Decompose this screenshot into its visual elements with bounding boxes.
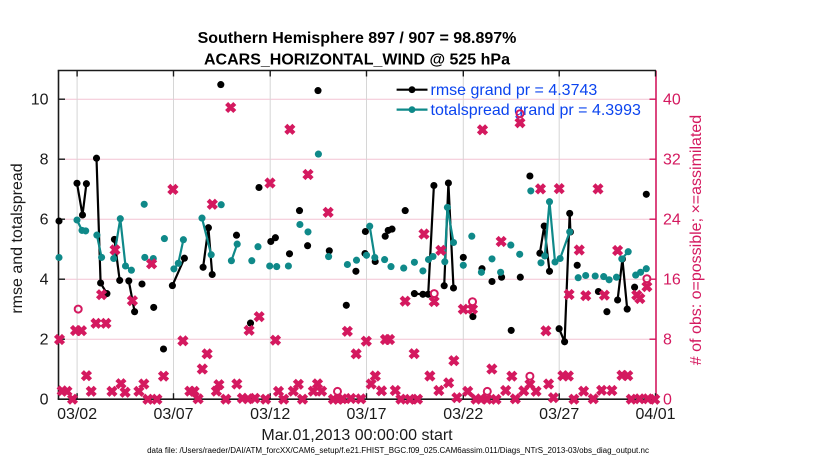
svg-text:32: 32 xyxy=(663,152,681,169)
svg-text:data file: /Users/raeder/DAI/A: data file: /Users/raeder/DAI/ATM_forcXX/… xyxy=(147,446,649,455)
svg-text:0: 0 xyxy=(663,392,672,409)
svg-text:03/27: 03/27 xyxy=(539,406,579,423)
svg-text:03/17: 03/17 xyxy=(346,406,386,423)
svg-text:totalspread grand pr = 4.3993: totalspread grand pr = 4.3993 xyxy=(431,102,641,119)
svg-text:40: 40 xyxy=(663,92,681,109)
svg-text:rmse and totalspread: rmse and totalspread xyxy=(9,163,26,313)
svg-text:03/12: 03/12 xyxy=(250,406,290,423)
svg-text:4: 4 xyxy=(40,272,49,289)
svg-text:8: 8 xyxy=(40,152,49,169)
svg-text:04/01: 04/01 xyxy=(635,406,675,423)
svg-text:6: 6 xyxy=(40,212,49,229)
svg-text:03/02: 03/02 xyxy=(57,406,97,423)
svg-text:Southern Hemisphere 897 / 907: Southern Hemisphere 897 / 907 = 98.897% xyxy=(198,30,517,47)
svg-text:16: 16 xyxy=(663,272,681,289)
svg-text:03/22: 03/22 xyxy=(443,406,483,423)
svg-text:2: 2 xyxy=(40,332,49,349)
svg-text:03/07: 03/07 xyxy=(153,406,193,423)
svg-text:Mar.01,2013 00:00:00 start: Mar.01,2013 00:00:00 start xyxy=(261,427,453,444)
svg-text:24: 24 xyxy=(663,212,681,229)
svg-text:8: 8 xyxy=(663,332,672,349)
svg-text:0: 0 xyxy=(40,392,49,409)
svg-text:10: 10 xyxy=(31,92,49,109)
svg-text:ACARS_HORIZONTAL_WIND @ 525 hP: ACARS_HORIZONTAL_WIND @ 525 hPa xyxy=(204,52,510,69)
svg-text:rmse grand pr = 4.3743: rmse grand pr = 4.3743 xyxy=(431,82,598,99)
svg-text:# of obs: o=possible; ×=assimi: # of obs: o=possible; ×=assimilated xyxy=(688,115,705,365)
